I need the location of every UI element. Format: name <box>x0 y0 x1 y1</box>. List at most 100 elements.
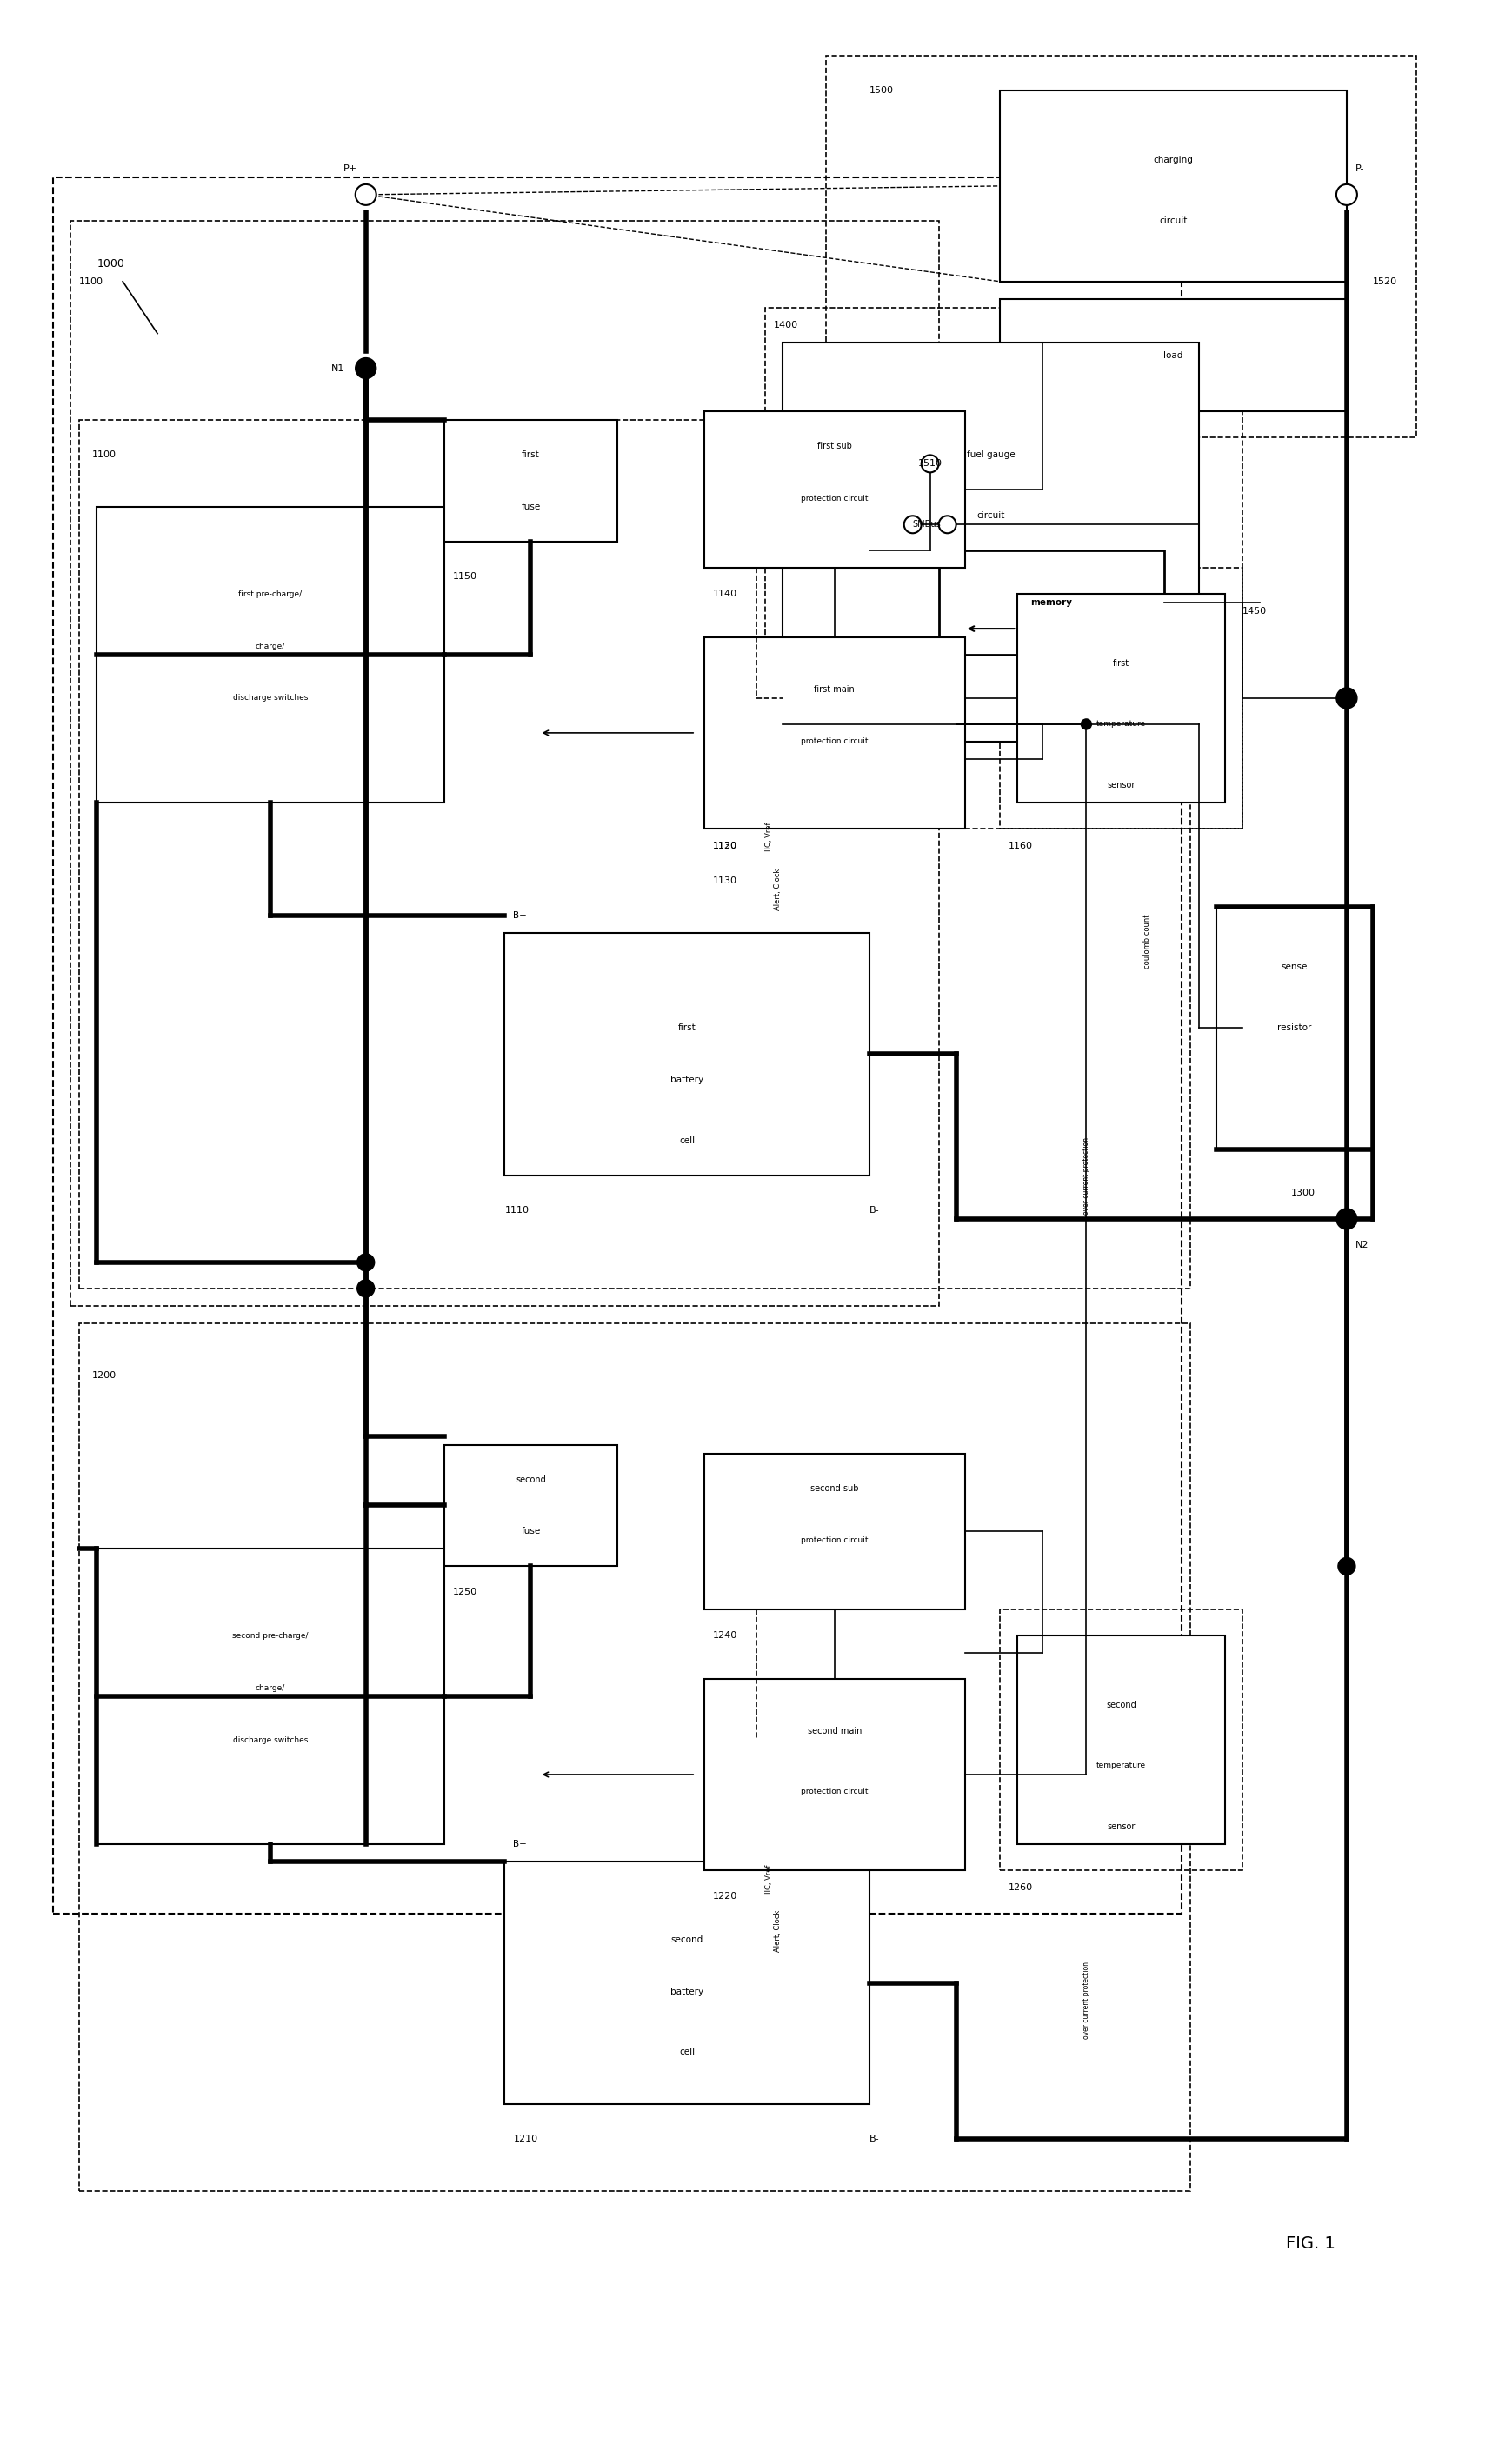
Text: N1: N1 <box>331 363 343 373</box>
Text: circuit: circuit <box>977 512 1004 519</box>
Circle shape <box>1335 185 1356 205</box>
Text: fuse: fuse <box>520 502 540 512</box>
Text: P-: P- <box>1355 163 1364 173</box>
Bar <box>1016 595 1225 802</box>
Circle shape <box>1340 692 1353 705</box>
Text: 1250: 1250 <box>452 1587 476 1597</box>
Text: battery: battery <box>670 1075 703 1085</box>
Text: 1520: 1520 <box>1371 278 1397 285</box>
Text: second: second <box>1105 1702 1136 1709</box>
Text: IIC, Vref: IIC, Vref <box>765 822 773 851</box>
Circle shape <box>357 1253 375 1270</box>
Bar <box>765 307 1241 829</box>
Text: first: first <box>1111 658 1128 668</box>
Text: first: first <box>522 451 540 458</box>
Bar <box>999 90 1346 280</box>
Text: B+: B+ <box>513 1841 526 1848</box>
Text: coulomb count: coulomb count <box>1143 914 1151 968</box>
Text: charge/: charge/ <box>256 1685 286 1692</box>
Text: Alert, Clock: Alert, Clock <box>773 868 782 909</box>
Bar <box>443 419 617 541</box>
Text: B-: B- <box>869 2136 878 2143</box>
Text: sensor: sensor <box>1107 1821 1134 1831</box>
Text: over current protection: over current protection <box>1081 1963 1090 2038</box>
Circle shape <box>1337 1558 1355 1575</box>
Text: fuse: fuse <box>520 1526 540 1536</box>
Text: first main: first main <box>813 685 854 695</box>
Circle shape <box>904 517 921 534</box>
Text: B+: B+ <box>513 912 526 919</box>
Circle shape <box>357 1280 375 1297</box>
Bar <box>705 412 965 568</box>
Text: 1130: 1130 <box>712 875 736 885</box>
Text: charge/: charge/ <box>256 641 286 651</box>
Text: B-: B- <box>869 1207 878 1214</box>
Text: cell: cell <box>679 2048 694 2058</box>
Text: Alert, Clock: Alert, Clock <box>773 1909 782 1953</box>
Bar <box>705 636 965 829</box>
Text: 1510: 1510 <box>918 458 942 468</box>
Text: protection circuit: protection circuit <box>800 739 868 746</box>
Circle shape <box>355 185 376 205</box>
Bar <box>97 1548 443 1843</box>
Text: cell: cell <box>679 1136 694 1146</box>
Text: IIC, Vref: IIC, Vref <box>765 1865 773 1894</box>
Text: 1100: 1100 <box>92 451 116 458</box>
Circle shape <box>937 517 956 534</box>
Bar <box>443 1446 617 1565</box>
Text: SMBus: SMBus <box>912 519 940 529</box>
Text: protection circuit: protection circuit <box>800 1787 868 1797</box>
Text: circuit: circuit <box>1158 217 1187 224</box>
Text: first pre-charge/: first pre-charge/ <box>239 590 302 597</box>
Text: 1150: 1150 <box>452 573 476 580</box>
Bar <box>97 507 443 802</box>
Circle shape <box>1335 688 1356 709</box>
Text: load: load <box>1163 351 1182 358</box>
Text: second pre-charge/: second pre-charge/ <box>233 1631 308 1641</box>
Text: discharge switches: discharge switches <box>233 695 307 702</box>
Bar <box>999 568 1241 829</box>
Text: protection circuit: protection circuit <box>800 1536 868 1543</box>
Text: 1450: 1450 <box>1241 607 1266 617</box>
Text: P+: P+ <box>343 163 357 173</box>
Text: sense: sense <box>1281 963 1306 973</box>
Text: temperature: temperature <box>1096 719 1145 729</box>
Text: 1100: 1100 <box>79 278 104 285</box>
Bar <box>1216 907 1371 1151</box>
Text: sensor: sensor <box>1107 780 1134 790</box>
Bar <box>53 178 1181 1914</box>
Text: 1130: 1130 <box>712 841 736 851</box>
Text: second: second <box>516 1475 546 1485</box>
Text: second main: second main <box>807 1726 862 1736</box>
Text: second: second <box>670 1936 703 1943</box>
Text: 1140: 1140 <box>712 590 736 597</box>
Text: N2: N2 <box>1355 1241 1368 1248</box>
Circle shape <box>921 456 937 473</box>
Bar <box>782 341 1199 741</box>
Bar <box>999 300 1346 412</box>
Text: memory: memory <box>1030 597 1072 607</box>
Text: protection circuit: protection circuit <box>800 495 868 502</box>
Text: 1240: 1240 <box>712 1631 738 1641</box>
Circle shape <box>355 358 376 378</box>
Text: 1400: 1400 <box>773 319 798 329</box>
Text: FIG. 1: FIG. 1 <box>1285 2236 1335 2253</box>
Bar <box>71 222 937 1307</box>
Text: 1260: 1260 <box>1007 1882 1033 1892</box>
Text: 1110: 1110 <box>505 1207 529 1214</box>
Text: battery: battery <box>670 1987 703 1997</box>
Text: 1210: 1210 <box>513 2136 538 2143</box>
Bar <box>999 1609 1241 1870</box>
Bar <box>826 56 1415 439</box>
Bar <box>505 931 869 1175</box>
Text: second sub: second sub <box>810 1485 859 1492</box>
Bar <box>79 419 1190 1287</box>
Bar <box>937 551 1164 656</box>
Text: 1000: 1000 <box>97 258 124 271</box>
Text: first: first <box>677 1024 696 1031</box>
Text: over current protection: over current protection <box>1081 1136 1090 1214</box>
Bar <box>505 1860 869 2104</box>
Bar <box>1016 1636 1225 1843</box>
Text: fuel gauge: fuel gauge <box>966 451 1015 458</box>
Text: temperature: temperature <box>1096 1763 1145 1770</box>
